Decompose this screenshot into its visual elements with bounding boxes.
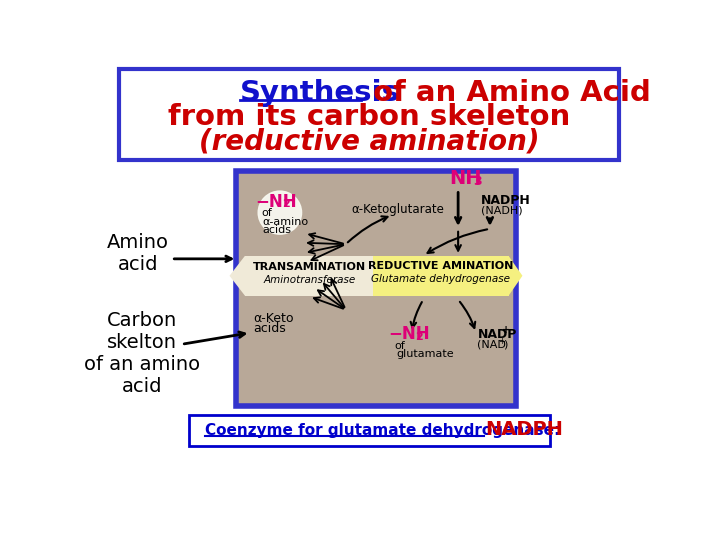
Text: NADPH: NADPH [482,194,531,207]
Text: (reductive amination): (reductive amination) [199,128,539,156]
Text: (NADH): (NADH) [482,205,523,215]
Text: glutamate: glutamate [396,349,454,359]
Text: of: of [261,208,272,218]
Text: acids: acids [263,225,292,234]
Text: −NH: −NH [388,325,430,343]
Text: Amino
acid: Amino acid [107,233,169,274]
Text: NH: NH [449,169,482,188]
Text: 2: 2 [415,332,423,342]
Text: Glutamate dehydrogenase: Glutamate dehydrogenase [371,274,510,284]
Text: α-Keto: α-Keto [253,313,293,326]
FancyBboxPatch shape [189,415,549,446]
Text: from its carbon skeleton: from its carbon skeleton [168,103,570,131]
Text: of an Amino Acid: of an Amino Acid [363,79,651,107]
Text: REDUCTIVE AMINATION: REDUCTIVE AMINATION [368,261,513,271]
Text: ): ) [503,339,508,349]
Text: Carbon
skelton
of an amino
acid: Carbon skelton of an amino acid [84,311,200,396]
Text: α-Ketoglutarate: α-Ketoglutarate [351,203,444,216]
Text: acids: acids [253,322,286,335]
Text: +: + [498,337,505,346]
Text: (NAD: (NAD [477,339,506,349]
Text: +: + [503,326,510,335]
Text: Aminotransferase: Aminotransferase [264,275,356,286]
FancyBboxPatch shape [373,256,508,296]
Polygon shape [508,256,523,296]
Text: TRANSAMINATION: TRANSAMINATION [253,262,366,272]
Text: 2: 2 [282,199,290,209]
Text: of: of [395,341,405,351]
Text: Synthesis: Synthesis [240,79,400,107]
Polygon shape [230,256,245,296]
Text: −NH: −NH [255,193,297,211]
Text: NADP: NADP [477,328,517,341]
FancyBboxPatch shape [120,69,618,159]
Text: NADPH: NADPH [485,420,563,439]
Text: Coenzyme for glutamate dehydrogenase:: Coenzyme for glutamate dehydrogenase: [204,423,565,438]
Circle shape [258,191,302,234]
FancyBboxPatch shape [235,171,516,406]
Text: α-amino: α-amino [263,217,309,227]
Text: 3: 3 [474,174,482,187]
FancyBboxPatch shape [245,256,373,296]
